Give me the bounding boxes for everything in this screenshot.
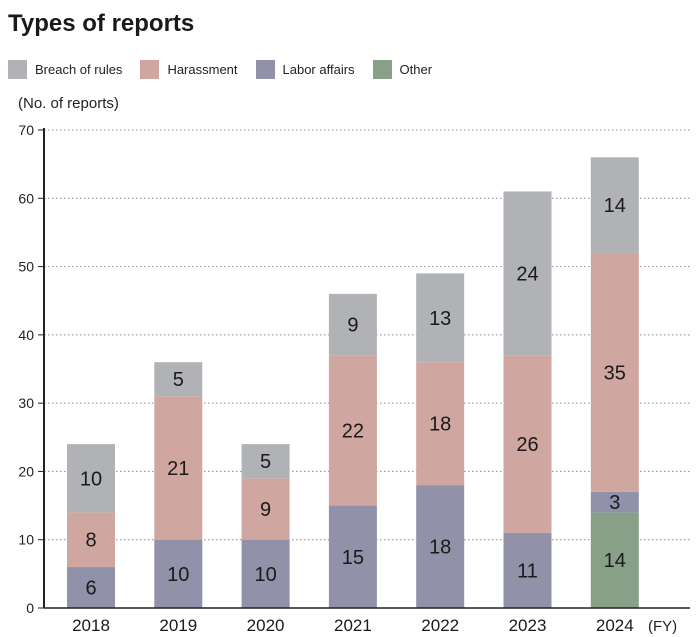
legend-label: Harassment <box>167 62 238 77</box>
data-label: 15 <box>342 547 364 569</box>
legend-item: Labor affairs <box>255 60 355 79</box>
bar-segment-labor-affairs <box>154 539 203 608</box>
data-label: 26 <box>516 434 538 456</box>
legend-swatch <box>8 60 27 79</box>
bar-segment-harassment <box>590 252 639 492</box>
bar-segment-breach-of-rules <box>328 293 377 356</box>
legend-item: Other <box>372 60 433 79</box>
bar-segment-labor-affairs <box>328 505 377 608</box>
bar-segment-harassment <box>416 362 465 486</box>
legend-swatch <box>255 60 275 79</box>
bar-segment-labor-affairs <box>241 539 290 608</box>
bar-segment-harassment <box>503 355 552 533</box>
y-axis-label: (No. of reports) <box>18 95 119 112</box>
x-tick-label: 2024 <box>596 616 634 635</box>
data-label: 9 <box>260 499 271 521</box>
y-tick-label: 10 <box>18 532 34 548</box>
y-tick-label: 70 <box>18 122 34 138</box>
y-tick-label: 20 <box>18 463 34 479</box>
chart-title: Types of reports <box>8 10 195 37</box>
x-tick-label: 2023 <box>509 616 547 635</box>
bar-segment-harassment <box>154 396 203 540</box>
bar-segment-labor-affairs <box>590 491 639 513</box>
bar-segment-harassment <box>67 512 115 568</box>
data-label: 21 <box>167 458 189 480</box>
bar-segment-other <box>590 512 639 608</box>
legend-swatch <box>140 60 160 79</box>
x-tick-label: 2019 <box>159 616 197 635</box>
data-label: 18 <box>429 537 451 559</box>
data-label: 8 <box>85 530 96 552</box>
data-label: 10 <box>254 564 276 586</box>
bar-segment-breach-of-rules <box>241 444 290 479</box>
data-label: 22 <box>342 420 364 442</box>
data-label: 35 <box>604 362 626 384</box>
y-tick-label: 50 <box>18 259 34 275</box>
data-label: 10 <box>80 468 102 490</box>
bar-segment-breach-of-rules <box>67 444 115 513</box>
bar-segment-breach-of-rules <box>590 157 639 253</box>
bar-segment-labor-affairs <box>416 485 465 608</box>
x-tick-label: 2018 <box>72 616 110 635</box>
legend-label: Breach of rules <box>35 62 123 77</box>
data-label: 6 <box>85 578 96 600</box>
data-label: 9 <box>347 315 358 337</box>
bar-segment-labor-affairs <box>67 567 115 608</box>
data-label: 3 <box>609 492 620 514</box>
y-tick-label: 30 <box>18 395 34 411</box>
legend-item: Breach of rules <box>8 60 122 79</box>
data-label: 11 <box>517 560 538 582</box>
legend-item: Harassment <box>140 60 238 79</box>
legend: Breach of rules Harassment Labor affairs Ot… <box>8 60 432 79</box>
bar-segment-breach-of-rules <box>503 191 552 356</box>
y-tick-label: 60 <box>18 190 34 206</box>
y-tick-label: 40 <box>18 327 34 343</box>
legend-label: Labor affairs <box>282 62 355 77</box>
data-label: 24 <box>516 263 538 285</box>
data-label: 10 <box>167 564 189 586</box>
data-label: 14 <box>604 195 626 217</box>
data-label: 5 <box>260 451 271 473</box>
x-tick-label: 2021 <box>334 616 372 635</box>
data-label: 14 <box>604 550 626 572</box>
bar-segment-breach-of-rules <box>154 362 203 397</box>
legend-label: Other <box>399 62 433 77</box>
bar-segment-labor-affairs <box>503 532 552 608</box>
y-tick-label: 0 <box>26 600 34 616</box>
data-label: 13 <box>429 308 451 330</box>
bar-segment-breach-of-rules <box>416 273 465 363</box>
data-label: 18 <box>429 414 451 436</box>
x-tick-label: 2020 <box>247 616 285 635</box>
legend-swatch <box>372 60 392 79</box>
x-tick-label: 2022 <box>421 616 459 635</box>
bar-segment-harassment <box>241 478 290 540</box>
x-axis-label: (FY) <box>648 618 677 635</box>
bar-segment-harassment <box>328 355 377 506</box>
data-label: 5 <box>173 369 184 391</box>
